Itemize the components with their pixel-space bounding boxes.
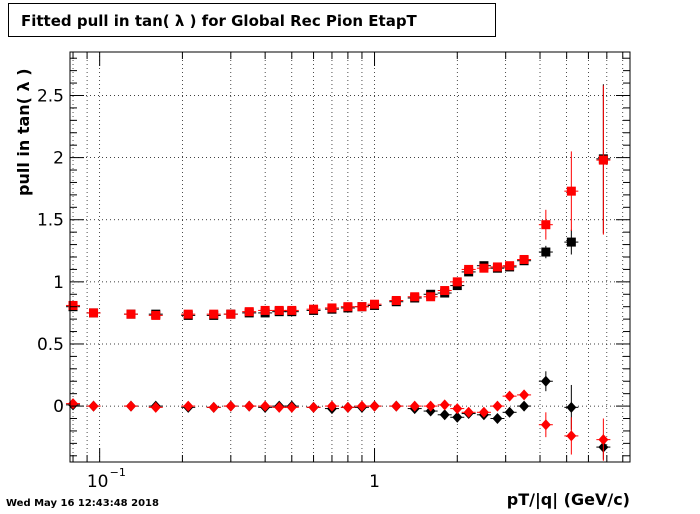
data-series bbox=[66, 84, 611, 461]
x-tick-label: 1 bbox=[369, 472, 380, 492]
square-marker bbox=[357, 302, 367, 312]
diamond-marker bbox=[208, 401, 219, 413]
square-marker bbox=[370, 299, 380, 309]
diamond-marker bbox=[150, 401, 161, 413]
y-tick-label: 0 bbox=[53, 397, 64, 417]
square-marker bbox=[343, 302, 353, 312]
diamond-marker bbox=[409, 400, 420, 412]
square-marker bbox=[209, 309, 219, 319]
diamond-marker bbox=[504, 406, 515, 418]
y-tick-label: 2.5 bbox=[37, 86, 64, 106]
diamond-marker bbox=[274, 401, 285, 413]
square-marker bbox=[68, 300, 78, 310]
square-marker bbox=[541, 220, 551, 230]
diamond-marker bbox=[439, 409, 450, 421]
square-marker bbox=[541, 247, 551, 257]
square-marker bbox=[183, 309, 193, 319]
diamond-marker bbox=[566, 401, 577, 413]
square-marker bbox=[287, 305, 297, 315]
diamond-marker bbox=[492, 400, 503, 412]
square-marker bbox=[244, 307, 254, 317]
square-marker bbox=[598, 155, 608, 165]
y-tick-label: 0.5 bbox=[37, 335, 64, 355]
square-marker bbox=[391, 295, 401, 305]
square-marker bbox=[440, 286, 450, 296]
diamond-marker bbox=[439, 399, 450, 411]
timestamp: Wed May 16 12:43:48 2018 bbox=[6, 498, 159, 509]
square-marker bbox=[274, 305, 284, 315]
diamond-marker bbox=[326, 400, 337, 412]
y-tick-label: 2 bbox=[53, 149, 64, 169]
diamond-marker bbox=[286, 401, 297, 413]
y-tick-label: 1.5 bbox=[37, 211, 64, 231]
diamond-marker bbox=[540, 375, 551, 387]
square-marker bbox=[566, 237, 576, 247]
square-marker bbox=[426, 292, 436, 302]
square-marker bbox=[479, 263, 489, 273]
square-marker bbox=[226, 309, 236, 319]
diamond-marker bbox=[478, 406, 489, 418]
diamond-marker bbox=[260, 400, 271, 412]
tick-labels: 0 0.5 1 1.5 2 2.5 10 −1 1 bbox=[37, 86, 380, 492]
square-marker bbox=[452, 277, 462, 287]
square-marker bbox=[327, 303, 337, 313]
x-axis-label: pT/|q| (GeV/c) bbox=[506, 490, 630, 509]
diamond-marker bbox=[566, 430, 577, 442]
axis-ticks bbox=[70, 52, 630, 462]
y-tick-label: 1 bbox=[53, 273, 64, 293]
square-marker bbox=[89, 308, 99, 318]
square-marker bbox=[519, 254, 529, 264]
diamond-marker bbox=[225, 400, 236, 412]
diamond-marker bbox=[244, 400, 255, 412]
diamond-marker bbox=[504, 390, 515, 402]
x-tick-exponent: −1 bbox=[110, 466, 126, 479]
diamond-marker bbox=[88, 400, 99, 412]
square-marker bbox=[566, 186, 576, 196]
y-axis-label: pull in tan( λ ) bbox=[14, 68, 33, 196]
chart-title-box: Fitted pull in tan( λ ) for Global Rec P… bbox=[8, 3, 496, 37]
diamond-marker bbox=[183, 400, 194, 412]
diamond-marker bbox=[452, 411, 463, 423]
diamond-marker bbox=[308, 401, 319, 413]
diamond-marker bbox=[519, 389, 530, 401]
square-marker bbox=[126, 309, 136, 319]
diamond-marker bbox=[519, 400, 530, 412]
diamond-marker bbox=[369, 400, 380, 412]
square-marker bbox=[464, 264, 474, 274]
square-marker bbox=[492, 262, 502, 272]
diamond-marker bbox=[463, 406, 474, 418]
square-marker bbox=[410, 292, 420, 302]
diamond-marker bbox=[356, 400, 367, 412]
diamond-marker bbox=[452, 403, 463, 415]
diamond-marker bbox=[391, 400, 402, 412]
diamond-marker bbox=[125, 400, 136, 412]
diamond-marker bbox=[425, 400, 436, 412]
square-marker bbox=[151, 310, 161, 320]
chart-title: Fitted pull in tan( λ ) for Global Rec P… bbox=[21, 12, 417, 30]
diamond-marker bbox=[492, 413, 503, 425]
diamond-marker bbox=[342, 401, 353, 413]
square-marker bbox=[505, 261, 515, 271]
x-tick-label: 10 bbox=[87, 472, 109, 492]
diamond-marker bbox=[598, 434, 609, 446]
diamond-marker bbox=[540, 419, 551, 431]
square-marker bbox=[260, 305, 270, 315]
square-marker bbox=[309, 304, 319, 314]
